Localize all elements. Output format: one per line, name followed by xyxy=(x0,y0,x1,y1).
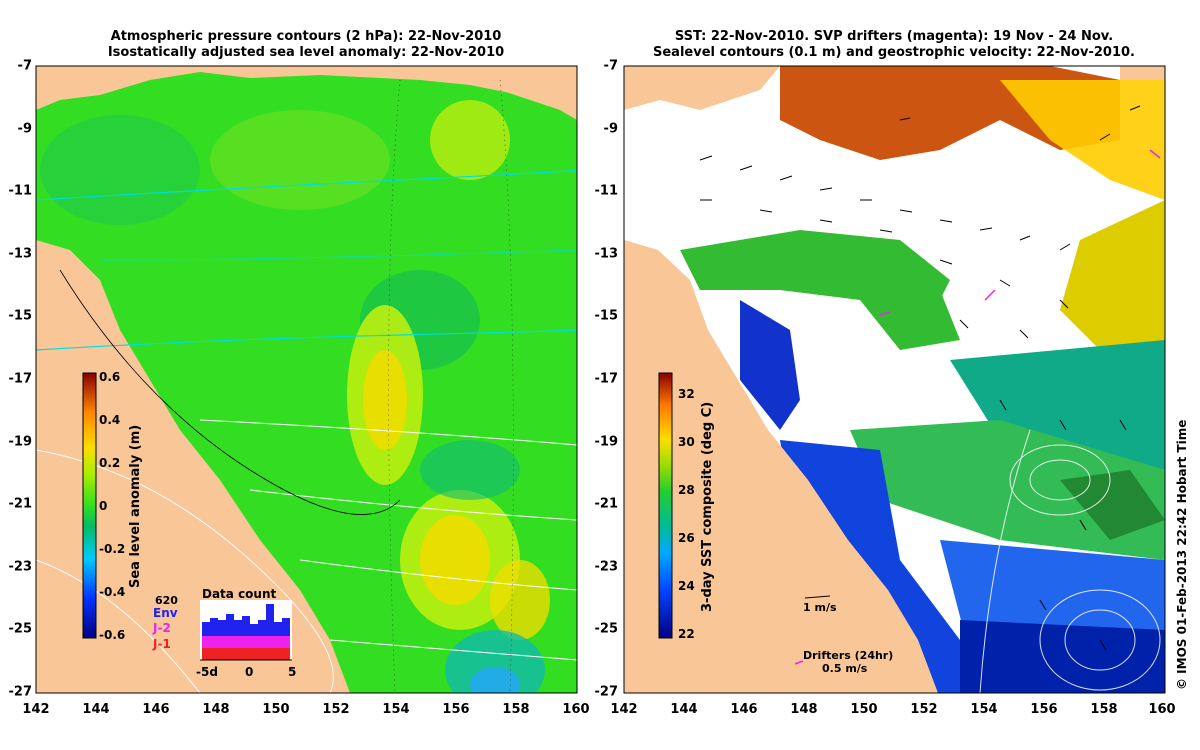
right-title: SST: 22-Nov-2010. SVP drifters (magenta)… xyxy=(624,29,1164,61)
x-tick: 160 xyxy=(562,702,590,717)
sst-colorbar-label: 3-day SST composite (deg C) xyxy=(700,401,715,612)
y-tick: -25 xyxy=(8,621,33,637)
legend-env: Env xyxy=(153,606,178,620)
x-tick: 146 xyxy=(142,702,170,717)
y-tick: -27 xyxy=(594,684,619,700)
x-tick: 148 xyxy=(202,702,230,717)
y-tick: -11 xyxy=(8,183,33,199)
sst-map xyxy=(624,66,1165,693)
y-tick: -27 xyxy=(8,684,33,700)
left-title: Atmospheric pressure contours (2 hPa): 2… xyxy=(36,29,576,61)
x-tick: 148 xyxy=(790,702,818,717)
sla-cb-tick: 0.6 xyxy=(99,370,121,384)
sst-cb-tick: 22 xyxy=(678,627,695,641)
x-tick: 158 xyxy=(502,702,530,717)
x-tick: 158 xyxy=(1090,702,1118,717)
sst-colorbar xyxy=(658,372,673,639)
left-title-line2: Isostatically adjusted sea level anomaly… xyxy=(107,45,505,60)
sla-cb-tick: 0.2 xyxy=(99,456,121,470)
y-tick: -11 xyxy=(594,183,619,199)
y-tick: -15 xyxy=(594,308,619,324)
x-tick: 150 xyxy=(850,702,878,717)
y-tick: -15 xyxy=(8,308,33,324)
y-tick: -21 xyxy=(8,496,33,512)
sla-cb-tick: -0.4 xyxy=(99,585,126,599)
data-count-inset xyxy=(200,600,292,661)
y-tick: -19 xyxy=(8,434,33,450)
sst-cb-tick: 32 xyxy=(678,387,695,401)
data-count-xtick: -5d xyxy=(196,665,218,679)
sst-cb-tick: 28 xyxy=(678,483,695,497)
legend-j1: J-1 xyxy=(153,637,171,651)
x-tick: 150 xyxy=(262,702,290,717)
sst-cb-tick: 30 xyxy=(678,435,695,449)
x-tick: 160 xyxy=(1148,702,1176,717)
sla-map xyxy=(36,66,577,693)
sst-frame xyxy=(623,65,1166,694)
y-tick: -23 xyxy=(594,559,619,575)
data-count-title: Data count xyxy=(202,587,277,601)
credit-text: © IMOS 01-Feb-2013 22:42 Hobart Time xyxy=(1175,419,1189,690)
x-tick: 144 xyxy=(670,702,698,717)
sst-cb-tick: 26 xyxy=(678,531,695,545)
sla-cb-tick: 0.4 xyxy=(99,413,121,427)
y-tick: -17 xyxy=(594,371,619,387)
sla-colorbar-label: Sea level anomaly (m) xyxy=(128,424,143,588)
y-tick: -25 xyxy=(594,621,619,637)
left-title-line1: Atmospheric pressure contours (2 hPa): 2… xyxy=(110,29,502,44)
x-tick: 156 xyxy=(1030,702,1058,717)
sla-colorbar xyxy=(82,372,97,639)
x-tick: 146 xyxy=(730,702,758,717)
y-tick: -21 xyxy=(594,496,619,512)
x-tick: 142 xyxy=(22,702,50,717)
x-tick: 152 xyxy=(910,702,938,717)
right-title-line2: Sealevel contours (0.1 m) and geostrophi… xyxy=(653,45,1135,60)
sla-cb-tick: 0 xyxy=(99,499,108,513)
y-tick: -7 xyxy=(603,58,618,74)
drifter-tracks xyxy=(879,149,1161,316)
x-tick: 156 xyxy=(442,702,470,717)
x-tick: 154 xyxy=(382,702,410,717)
data-count-xtick: 5 xyxy=(288,665,297,679)
drifters-scale-label: 0.5 m/s xyxy=(822,662,868,675)
sla-cb-tick: -0.2 xyxy=(99,542,126,556)
sst-cb-tick: 24 xyxy=(678,579,695,593)
x-tick: 154 xyxy=(970,702,998,717)
y-tick: -9 xyxy=(603,121,618,137)
data-count-xtick: 0 xyxy=(245,665,254,679)
right-title-line1: SST: 22-Nov-2010. SVP drifters (magenta)… xyxy=(674,29,1114,44)
legend-j2: J-2 xyxy=(153,621,171,635)
y-tick: -23 xyxy=(8,559,33,575)
x-tick: 152 xyxy=(322,702,350,717)
velocity-scale-label: 1 m/s xyxy=(803,601,837,614)
y-tick: -13 xyxy=(8,246,33,262)
sla-cb-tick: -0.6 xyxy=(99,628,126,642)
y-tick: -13 xyxy=(594,246,619,262)
sla-frame xyxy=(35,65,578,694)
drifters-label: Drifters (24hr) xyxy=(803,649,894,662)
velocity-arrows xyxy=(699,105,1141,651)
data-count-max: 620 xyxy=(155,594,178,607)
y-tick: -7 xyxy=(17,58,32,74)
x-tick: 142 xyxy=(610,702,638,717)
y-tick: -17 xyxy=(8,371,33,387)
x-tick: 144 xyxy=(82,702,110,717)
y-tick: -19 xyxy=(594,434,619,450)
y-tick: -9 xyxy=(17,121,32,137)
